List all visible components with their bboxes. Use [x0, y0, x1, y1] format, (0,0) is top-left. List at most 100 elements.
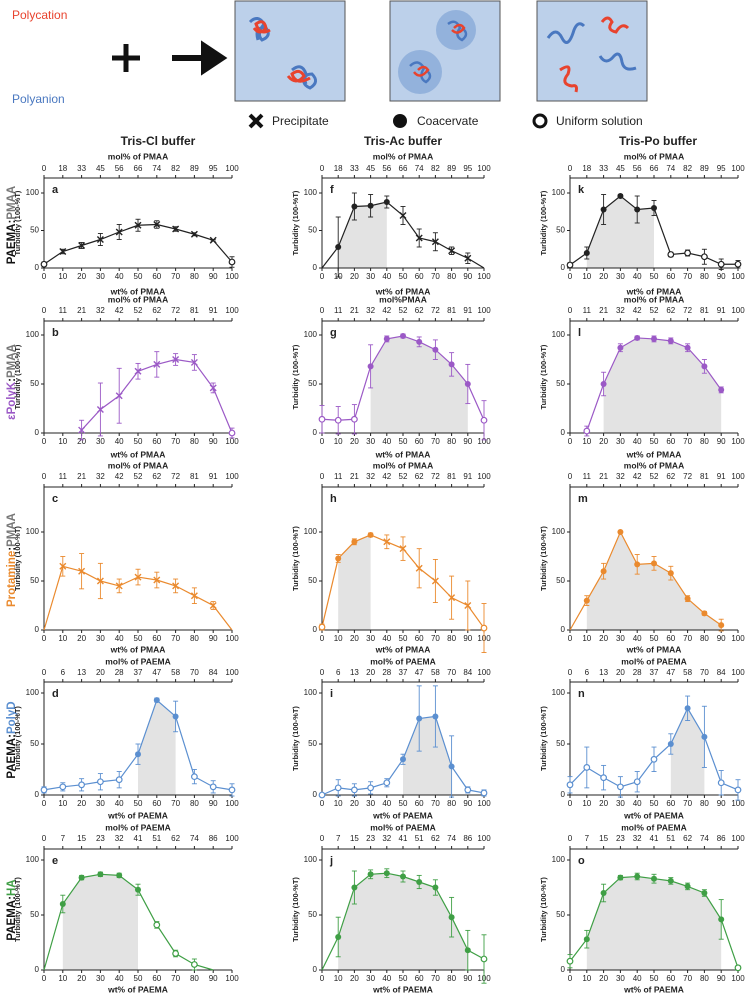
x-tick-label: 30	[96, 634, 105, 643]
top-tick-label: 0	[42, 668, 47, 677]
point	[335, 244, 342, 250]
top-tick-label: 100	[225, 834, 239, 843]
shaded-region	[370, 335, 468, 433]
x-tick-label: 50	[134, 799, 143, 808]
top-tick-label: 11	[334, 306, 343, 315]
panel: 0 10 20 30 40 50 60 70 80 90 100 0 18 33 45 56 66 74 82 89 9…	[13, 151, 239, 296]
top-tick-label: 28	[115, 668, 124, 677]
point	[153, 697, 160, 704]
point	[651, 875, 657, 882]
point	[600, 568, 607, 575]
point	[190, 358, 198, 366]
point	[431, 238, 439, 246]
x-tick-label: 30	[96, 272, 105, 281]
y-tick-label: 50	[556, 576, 565, 585]
point	[432, 713, 439, 720]
top-tick-label: 100	[731, 668, 745, 677]
x-tick-label: 50	[399, 634, 408, 643]
x-tick-label: 30	[366, 272, 375, 281]
x-tick-label: 20	[350, 974, 359, 983]
x-tick-label: 60	[152, 799, 161, 808]
top-tick-label: 18	[334, 164, 343, 173]
x-tick-label: 60	[666, 272, 675, 281]
point	[464, 254, 472, 262]
point	[318, 415, 326, 423]
x-tick-label: 30	[96, 437, 105, 446]
point	[634, 873, 641, 880]
x-tick-label: 0	[568, 437, 573, 446]
point	[383, 335, 390, 342]
polycation-label: Polycation	[12, 8, 67, 22]
shaded-region	[338, 873, 468, 970]
x-tick-label: 50	[650, 437, 659, 446]
top-tick-label: 100	[225, 164, 239, 173]
x-tick-label: 30	[616, 437, 625, 446]
point	[600, 890, 607, 896]
x-tick-label: 90	[463, 437, 472, 446]
x-tick-label: 100	[225, 974, 239, 983]
top-tick-label: 72	[431, 472, 440, 481]
top-tick-label: 86	[463, 834, 472, 843]
x-tick-label: 80	[190, 799, 199, 808]
point	[600, 774, 607, 782]
point	[172, 713, 179, 720]
top-tick-label: 42	[633, 306, 642, 315]
point	[318, 791, 326, 799]
x-tick-label: 50	[134, 437, 143, 446]
point	[78, 781, 85, 789]
x-tick-label: 80	[190, 272, 199, 281]
y-axis-title: Turbidity (100-%T)	[291, 526, 300, 591]
point	[78, 426, 86, 434]
point	[318, 623, 326, 631]
point	[432, 884, 439, 891]
x-tick-label: 30	[616, 974, 625, 983]
point	[464, 786, 472, 794]
top-tick-label: 0	[42, 164, 47, 173]
panel: 0 10 20 30 40 50 60 70 80 90 100 0 6 13 20 28 37 47 58 70 84…	[291, 656, 491, 820]
x-tick-label: 60	[152, 974, 161, 983]
row-label: PAEMA:HA	[6, 879, 18, 940]
x-tick-label: 100	[225, 634, 239, 643]
top-tick-label: 81	[700, 306, 709, 315]
x-tick-label: 70	[431, 799, 440, 808]
point	[351, 786, 358, 794]
point	[448, 594, 456, 602]
y-axis-title: Turbidity (100-%T)	[291, 706, 300, 771]
panel-letter: c	[52, 493, 58, 505]
x-tick-label: 90	[209, 799, 218, 808]
x-tick-label: 100	[477, 437, 491, 446]
row-label: PAEMA:PolyD	[6, 701, 18, 778]
x-axis-title: wt% of PAEMA	[623, 984, 684, 994]
top-tick-label: 52	[650, 472, 659, 481]
top-tick-label: 74	[190, 834, 199, 843]
plus-icon	[112, 44, 140, 72]
top-tick-label: 62	[152, 472, 161, 481]
x-tick-label: 30	[96, 974, 105, 983]
y-tick-label: 50	[308, 739, 317, 748]
x-tick-label: 10	[334, 974, 343, 983]
x-tick-label: 100	[477, 799, 491, 808]
top-tick-label: 18	[58, 164, 67, 173]
y-tick-label: 0	[313, 965, 318, 974]
x-tick-label: 40	[115, 799, 124, 808]
y-tick-label: 50	[30, 379, 39, 388]
x-tick-label: 70	[171, 634, 180, 643]
top-tick-label: 45	[366, 164, 375, 173]
x-tick-label: 30	[616, 634, 625, 643]
x-tick-label: 20	[350, 437, 359, 446]
top-tick-label: 0	[320, 306, 325, 315]
row-label-part: PMAA	[6, 513, 18, 547]
y-tick-label: 100	[552, 330, 566, 339]
x-tick-label: 20	[77, 437, 86, 446]
x-tick-label: 0	[320, 974, 325, 983]
x-tick-label: 20	[599, 799, 608, 808]
top-axis-title: mol% of PMAA	[373, 151, 433, 161]
point	[684, 344, 691, 351]
x-tick-label: 50	[399, 799, 408, 808]
point	[583, 250, 590, 256]
point	[78, 567, 86, 575]
x-tick-label: 0	[568, 634, 573, 643]
x-tick-label: 100	[477, 272, 491, 281]
x-tick-label: 50	[399, 272, 408, 281]
x-tick-label: 70	[171, 437, 180, 446]
